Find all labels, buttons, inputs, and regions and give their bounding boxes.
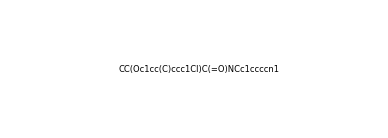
Text: CC(Oc1cc(C)ccc1Cl)C(=O)NCc1ccccn1: CC(Oc1cc(C)ccc1Cl)C(=O)NCc1ccccn1: [118, 65, 279, 74]
